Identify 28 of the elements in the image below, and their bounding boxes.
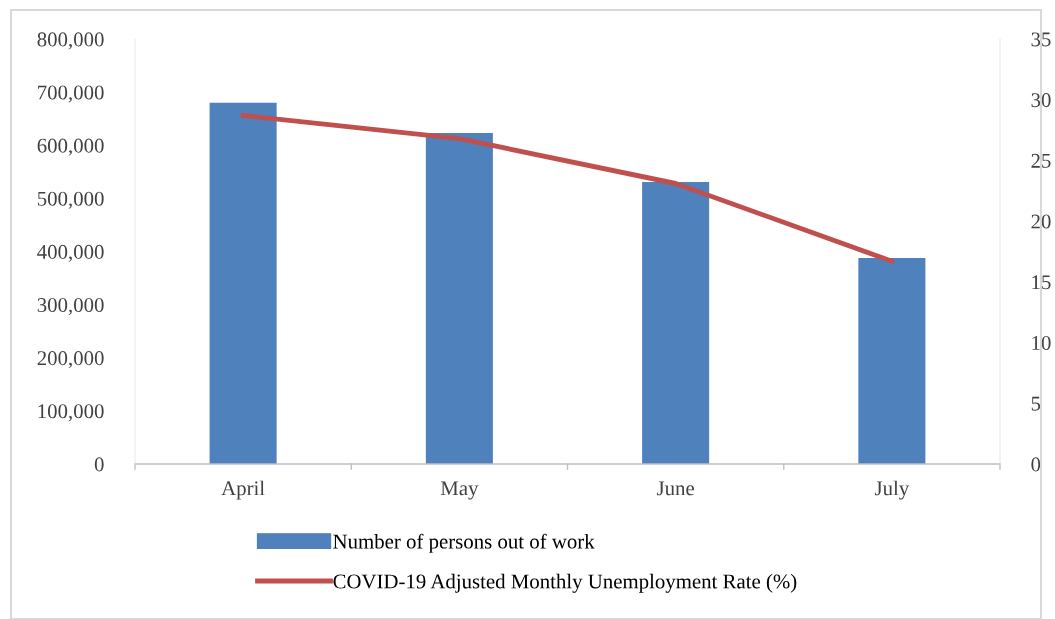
y-tick-label: 400,000 — [37, 244, 104, 262]
y2-tick-label: 10 — [1032, 335, 1051, 350]
y-tick-label: 500,000 — [37, 191, 104, 209]
y2-tick-label: 5 — [1031, 396, 1041, 411]
y-tick-label: 700,000 — [38, 85, 104, 103]
x-tick-label: June — [656, 481, 694, 496]
bar — [209, 102, 277, 464]
x-tick-label: May — [440, 481, 479, 500]
line-series — [240, 113, 895, 264]
y2-tick-label: 20 — [1031, 214, 1051, 229]
y2-tick-label: 25 — [1031, 153, 1051, 168]
y-tick-label: 600,000 — [37, 138, 104, 156]
bar — [642, 181, 710, 464]
bar — [425, 133, 493, 464]
y-tick-label: 100,000 — [38, 404, 104, 422]
legend-label: COVID-19 Adjusted Monthly Unemployment Rate (%) — [333, 573, 797, 593]
y-tick-label: 300,000 — [37, 298, 104, 316]
y2-tick-label: 35 — [1031, 32, 1051, 47]
x-tick-label: July — [874, 480, 910, 500]
x-tick-label: April — [221, 480, 265, 500]
y2-tick-label: 0 — [1031, 457, 1041, 472]
legend-label: Number of persons out of work — [333, 533, 595, 553]
y-tick-label: 0 — [94, 457, 104, 472]
y-tick-label: 200,000 — [37, 351, 104, 369]
y-tick-label: 800,000 — [37, 32, 104, 50]
y2-tick-label: 15 — [1032, 275, 1051, 290]
bar — [858, 257, 926, 464]
y2-tick-label: 30 — [1031, 93, 1051, 108]
